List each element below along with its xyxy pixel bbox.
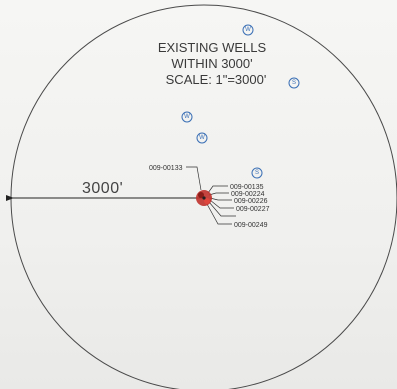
center-well-cluster <box>196 190 212 206</box>
well-marker: W <box>242 24 254 36</box>
title-line-1: EXISTING WELLS <box>158 40 267 55</box>
well-marker-letter: S <box>255 170 259 176</box>
well-marker-letter: W <box>184 114 190 120</box>
well-label: 009-00226 <box>234 198 268 205</box>
well-label: 009-00135 <box>230 184 264 191</box>
well-marker: S <box>288 77 300 89</box>
well-label: 009-00249 <box>234 222 268 229</box>
leader-lines <box>186 166 236 225</box>
radius-label: 3000' <box>82 180 123 197</box>
well-marker-letter: W <box>199 135 205 141</box>
well-label: 009-00133 <box>149 165 183 172</box>
title-line-3: SCALE: 1"=3000' <box>166 72 267 87</box>
well-marker: S <box>251 167 263 179</box>
well-marker: W <box>196 132 208 144</box>
well-label: 009-00227 <box>236 206 270 213</box>
title-line-2: WITHIN 3000' <box>171 56 252 71</box>
well-marker-letter: W <box>245 27 251 33</box>
well-marker-letter: S <box>292 80 296 86</box>
well-marker: W <box>181 111 193 123</box>
well-label: 009-00224 <box>231 191 265 198</box>
